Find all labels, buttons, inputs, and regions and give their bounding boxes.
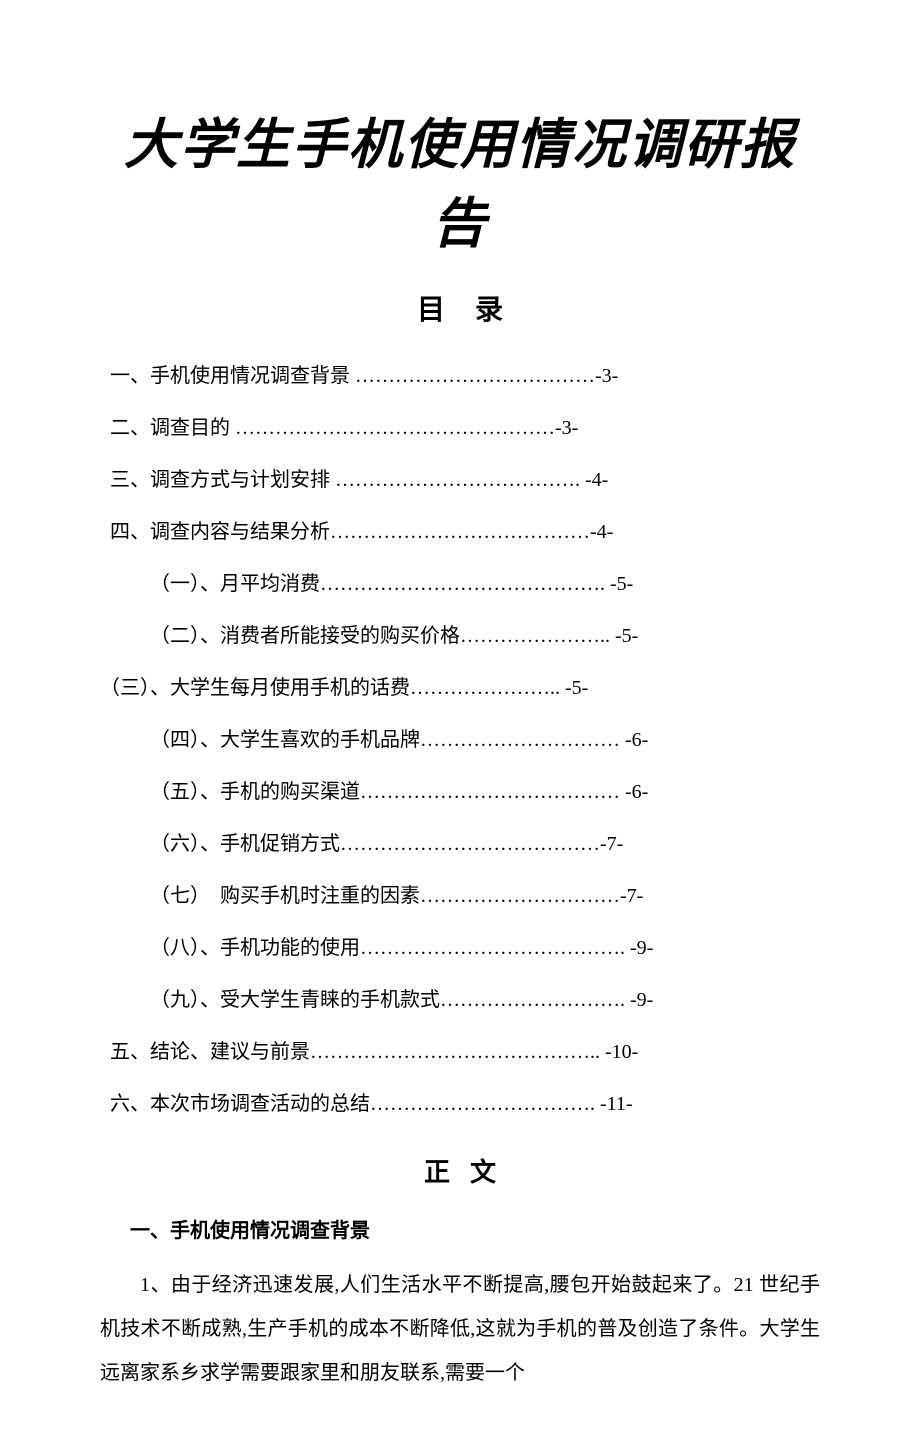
toc-item: （六）、手机促销方式…………………………………-7- — [100, 821, 820, 867]
body-text-span: 1、由于经济迅速发展,人们生活水平不断提高,腰包开始鼓起来了。21 世纪手机技术… — [100, 1263, 820, 1395]
toc-heading: 目录 — [100, 288, 820, 328]
toc-item: （一）、月平均消费……………………………………. -5- — [100, 561, 820, 607]
toc-item: 一、手机使用情况调查背景 ………………………………-3- — [100, 353, 820, 399]
body-heading: 正文 — [100, 1152, 820, 1189]
toc-item: （三）、大学生每月使用手机的话费………………….. -5- — [100, 665, 820, 711]
toc-item: 四、调查内容与结果分析…………………………………-4- — [100, 509, 820, 555]
toc-item: （五）、手机的购买渠道………………………………… -6- — [100, 769, 820, 815]
document-title: 大学生手机使用情况调研报告 — [100, 100, 820, 258]
toc-item: （八）、手机功能的使用…………………………………. -9- — [100, 925, 820, 971]
toc-item: 六、本次市场调查活动的总结……………………………. -11- — [100, 1081, 820, 1127]
document-page: 大学生手机使用情况调研报告 目录 一、手机使用情况调查背景 …………………………… — [0, 0, 920, 1455]
toc-item: （七） 购买手机时注重的因素…………………………-7- — [100, 873, 820, 919]
toc-item: （二）、消费者所能接受的购买价格………………….. -5- — [100, 613, 820, 659]
toc-item: 五、结论、建议与前景…………………………………….. -10- — [100, 1029, 820, 1075]
toc-item: （九）、受大学生青睐的手机款式………………………. -9- — [100, 977, 820, 1023]
toc-item: 二、调查目的 …………………………………………-3- — [100, 405, 820, 451]
toc-item: （四）、大学生喜欢的手机品牌………………………… -6- — [100, 717, 820, 763]
section-title: 一、手机使用情况调查背景 — [100, 1214, 820, 1243]
body-paragraph: 1、由于经济迅速发展,人们生活水平不断提高,腰包开始鼓起来了。21 世纪手机技术… — [100, 1263, 820, 1395]
table-of-contents: 一、手机使用情况调查背景 ………………………………-3- 二、调查目的 …………… — [100, 353, 820, 1127]
toc-item: 三、调查方式与计划安排 ………………………………. -4- — [100, 457, 820, 503]
